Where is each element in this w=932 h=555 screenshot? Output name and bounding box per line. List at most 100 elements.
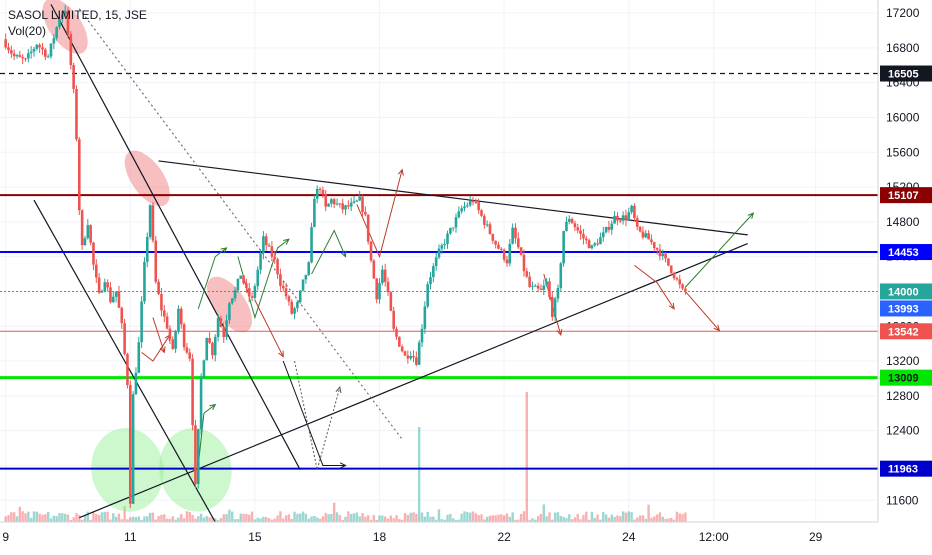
price-badge-label: 14000 [888, 286, 919, 298]
candle-body [4, 39, 7, 48]
volume-bar [593, 517, 596, 522]
volume-bar [148, 512, 152, 522]
candle-body [364, 212, 367, 215]
volume-bar [318, 518, 322, 522]
candle-body [630, 205, 633, 213]
candle-body [474, 202, 478, 204]
candle-body [491, 233, 495, 241]
volume-bar [534, 519, 537, 522]
candle-body [338, 203, 342, 205]
candle-body [429, 277, 432, 285]
candle-body [335, 203, 339, 205]
volume-bar [653, 516, 656, 522]
candle-body [44, 49, 47, 57]
arrow-head [397, 168, 404, 176]
candle-body [378, 283, 381, 300]
candle-body [313, 198, 316, 228]
candle-body [514, 227, 517, 239]
candle-body [386, 281, 390, 293]
candle-body [114, 291, 118, 297]
volume-bar [630, 512, 633, 522]
candle-body [264, 236, 268, 246]
volume-bar [32, 511, 36, 522]
candle-body [281, 285, 285, 289]
price-axis-panel[interactable] [878, 0, 932, 550]
volume-bar [44, 514, 47, 522]
trend-lines[interactable] [33, 4, 748, 523]
volume-bar [548, 512, 551, 522]
volume-bar [579, 519, 582, 522]
candle-body [154, 240, 158, 282]
candle-body [111, 296, 115, 303]
volume-bar [460, 513, 463, 522]
volume-bar [41, 514, 44, 522]
candle-body [276, 259, 279, 275]
volume-indicator-label[interactable]: Vol(20) [8, 24, 46, 38]
candle-body [157, 281, 160, 295]
volume-bar [369, 519, 373, 522]
candle-body [97, 277, 101, 293]
volume-bar [256, 517, 259, 522]
candle-body [584, 238, 588, 241]
candle-body [672, 272, 676, 279]
candle-body [211, 342, 214, 356]
candle-body [403, 351, 407, 356]
candle-body [194, 425, 197, 484]
candle-body [273, 256, 277, 260]
candle-body [652, 242, 656, 249]
volume-bar [265, 517, 268, 522]
volume-bar [293, 511, 296, 522]
candle-body [579, 230, 582, 234]
candle-body [205, 338, 209, 361]
volume-bar [208, 517, 211, 522]
volume-bar [304, 513, 308, 522]
trend-line [158, 160, 748, 236]
candle-body [126, 354, 129, 385]
volume-bar [140, 519, 143, 522]
time-tick-label: 29 [809, 530, 823, 544]
volume-bar [667, 518, 670, 522]
candle-body [330, 199, 333, 204]
candle-body [222, 327, 226, 338]
candle-body [216, 318, 220, 337]
volume-bar [225, 514, 228, 522]
candle-body [191, 358, 194, 426]
candle-body [18, 55, 22, 58]
candle-body [372, 260, 376, 279]
price-badge [880, 244, 932, 261]
volume-bar [500, 514, 503, 522]
volume-bar [372, 514, 376, 522]
candle-body [395, 328, 398, 337]
volume-bar [15, 516, 19, 522]
volume-bar [129, 517, 132, 522]
candle-body [599, 237, 602, 245]
symbol-title[interactable]: SASOL LIMITED, 15, JSE [8, 8, 147, 22]
candle-body [49, 43, 53, 57]
volume-bar [638, 515, 642, 522]
price-tick-label: 16000 [886, 110, 920, 124]
candle-body [505, 259, 509, 264]
volume-bars [4, 392, 687, 522]
candle-body [145, 236, 149, 262]
volume-bar [262, 516, 265, 522]
volume-bar [27, 511, 30, 522]
candle-body [638, 226, 642, 232]
candle-body [576, 227, 580, 231]
volume-bar [400, 519, 404, 522]
volume-bar [599, 519, 602, 522]
volume-bar [457, 519, 461, 522]
volume-bar [494, 515, 497, 522]
volume-bar [378, 515, 381, 522]
volume-bar [245, 513, 248, 522]
volume-bar [508, 516, 512, 522]
volume-bar [250, 511, 254, 522]
candle-body [290, 301, 294, 314]
time-axis-panel[interactable] [0, 522, 932, 550]
volume-bar [483, 519, 486, 522]
volume-bar [270, 519, 274, 522]
candle-body [89, 225, 92, 243]
price-badge [880, 323, 932, 340]
volume-bar [219, 518, 223, 522]
